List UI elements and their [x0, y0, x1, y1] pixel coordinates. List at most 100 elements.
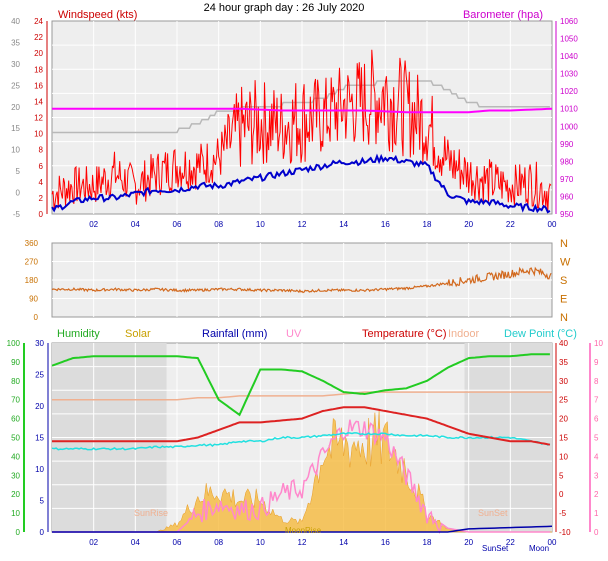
sunset-axis-label: SunSet [482, 544, 509, 553]
wind-tick-label: 14 [34, 97, 43, 106]
outer-tick-label: 15 [11, 124, 20, 133]
solar-label: Solar [125, 328, 151, 340]
wind-tick-label: 6 [39, 162, 44, 171]
outer-tick-label: 5 [16, 167, 21, 176]
hour-tick-label: 14 [339, 220, 348, 229]
wind-direction-line [51, 266, 552, 294]
humidity-tick-label: 30 [11, 471, 20, 480]
temp-tick-label: 40 [559, 339, 568, 348]
temperature-line [52, 406, 551, 446]
temp-tick-label: 20 [559, 415, 568, 424]
outer-tick-label: 30 [11, 60, 20, 69]
hour-tick-label: 18 [423, 538, 432, 547]
temp-tick-label: 10 [559, 452, 568, 461]
direction-tick-label: 180 [25, 276, 39, 285]
outer-tick-label: 10 [11, 146, 20, 155]
hour-tick-label: 10 [256, 538, 265, 547]
humidity-tick-label: 20 [11, 490, 20, 499]
baro-tick-label: 980 [560, 157, 574, 166]
chart-title: 24 hour graph day : 26 July 2020 [204, 2, 365, 14]
direction-tick-label: 270 [25, 258, 39, 267]
temp-tick-label: 25 [559, 396, 568, 405]
wind-tick-label: 20 [34, 49, 43, 58]
humidity-tick-label: 0 [16, 528, 21, 537]
sunset-annotation: SunSet [478, 508, 508, 518]
direction-tick-label: 90 [29, 295, 38, 304]
hour-tick-label: 16 [381, 538, 390, 547]
uv-tick-label: 6 [594, 415, 599, 424]
wind-tick-label: 16 [34, 81, 43, 90]
hour-tick-label: 12 [298, 538, 307, 547]
dewpoint-label: Dew Point (°C) [504, 328, 577, 340]
baro-tick-label: 1050 [560, 35, 578, 44]
indoor-line [52, 391, 552, 401]
uv-tick-label: 10 [594, 339, 603, 348]
compass-label: S [560, 275, 567, 287]
hour-tick-label: 08 [214, 220, 223, 229]
uv-tick-label: 0 [594, 528, 599, 537]
hour-tick-label: 16 [381, 220, 390, 229]
uv-tick-label: 1 [594, 509, 599, 518]
compass-label: N [560, 312, 568, 324]
baro-tick-label: 1000 [560, 122, 578, 131]
hour-tick-label: 04 [131, 220, 140, 229]
uv-tick-label: 8 [594, 377, 599, 386]
rainfall-line [52, 525, 553, 533]
temp-tick-label: 15 [559, 434, 568, 443]
outer-tick-label: 25 [11, 81, 20, 90]
rain-tick-label: 10 [35, 465, 44, 474]
baro-tick-label: 960 [560, 192, 574, 201]
wind-tick-label: 2 [39, 194, 44, 203]
baro-tick-label: 1020 [560, 87, 578, 96]
baro-tick-label: 950 [560, 210, 574, 219]
hour-tick-label: 12 [298, 220, 307, 229]
barometer-label: Barometer (hpa) [463, 9, 543, 21]
rain-tick-label: 25 [35, 371, 44, 380]
hour-tick-label: 10 [256, 220, 265, 229]
uv-tick-label: 4 [594, 452, 599, 461]
direction-tick-label: 0 [34, 313, 39, 322]
hour-tick-label: 18 [423, 220, 432, 229]
hour-tick-label: 22 [506, 220, 515, 229]
moon-axis-label: Moon [529, 544, 549, 553]
humidity-label: Humidity [57, 328, 100, 340]
hour-tick-label: 08 [214, 538, 223, 547]
wind-tick-label: 12 [34, 114, 43, 123]
wind-tick-label: 24 [34, 17, 43, 26]
hour-tick-label: 00 [548, 220, 557, 229]
humidity-tick-label: 40 [11, 452, 20, 461]
uv-tick-label: 3 [594, 471, 599, 480]
temp-tick-label: 5 [559, 471, 564, 480]
compass-label: W [560, 257, 571, 269]
humidity-tick-label: 50 [11, 434, 20, 443]
temp-tick-label: 35 [559, 358, 568, 367]
grey-series-line [52, 80, 550, 134]
uv-tick-label: 9 [594, 358, 599, 367]
baro-tick-label: 970 [560, 175, 574, 184]
wind-tick-label: 18 [34, 65, 43, 74]
rain-tick-label: 5 [40, 497, 45, 506]
rain-tick-label: 30 [35, 339, 44, 348]
temp-tick-label: 0 [559, 490, 564, 499]
wind-tick-label: 8 [39, 146, 44, 155]
wind-tick-label: 0 [39, 210, 44, 219]
uv-tick-label: 5 [594, 434, 599, 443]
baro-tick-label: 1030 [560, 70, 578, 79]
hour-tick-label: 06 [173, 220, 182, 229]
compass-label: N [560, 238, 568, 250]
temp-tick-label: -5 [559, 509, 567, 518]
temperature-label: Temperature (°C) [362, 328, 446, 340]
hour-tick-label: 00 [548, 538, 557, 547]
dewpoint-line [51, 432, 551, 451]
rainfall-label: Rainfall (mm) [202, 328, 267, 340]
windspeed-line [51, 49, 552, 212]
hour-tick-label: 02 [89, 538, 98, 547]
temp-tick-label: -10 [559, 528, 571, 537]
barometer-line [52, 107, 553, 114]
windspeed-label: Windspeed (kts) [58, 9, 137, 21]
outer-tick-label: -5 [13, 210, 21, 219]
outer-tick-label: 0 [16, 189, 21, 198]
wind-tick-label: 22 [34, 33, 43, 42]
